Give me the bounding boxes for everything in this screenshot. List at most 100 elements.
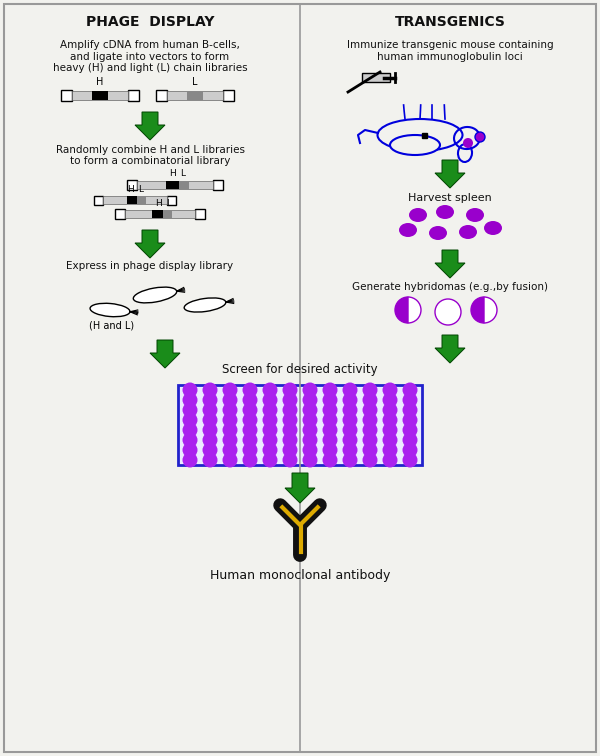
Circle shape bbox=[283, 402, 298, 417]
Circle shape bbox=[435, 299, 461, 325]
Text: TRANSGENICS: TRANSGENICS bbox=[395, 15, 505, 29]
Circle shape bbox=[383, 453, 398, 467]
Circle shape bbox=[203, 453, 218, 467]
Wedge shape bbox=[471, 297, 484, 323]
Bar bbox=[137, 196, 146, 204]
Circle shape bbox=[203, 383, 218, 398]
Bar bbox=[187, 91, 203, 100]
Ellipse shape bbox=[184, 298, 226, 312]
Circle shape bbox=[203, 392, 218, 407]
Circle shape bbox=[362, 423, 377, 438]
Bar bbox=[156, 89, 167, 101]
Bar bbox=[167, 91, 223, 100]
Circle shape bbox=[203, 423, 218, 438]
Text: L: L bbox=[192, 77, 198, 87]
Circle shape bbox=[343, 383, 358, 398]
Bar bbox=[179, 181, 189, 189]
Circle shape bbox=[182, 423, 197, 438]
Bar bbox=[92, 91, 108, 100]
Circle shape bbox=[223, 392, 238, 407]
Bar bbox=[127, 196, 143, 204]
Bar bbox=[128, 89, 139, 101]
Circle shape bbox=[343, 432, 358, 448]
Circle shape bbox=[383, 413, 398, 427]
Circle shape bbox=[263, 453, 277, 467]
Circle shape bbox=[223, 442, 238, 457]
Circle shape bbox=[383, 402, 398, 417]
Polygon shape bbox=[150, 340, 180, 368]
Circle shape bbox=[263, 383, 277, 398]
Bar bbox=[125, 210, 195, 218]
Circle shape bbox=[343, 423, 358, 438]
Ellipse shape bbox=[399, 223, 417, 237]
Circle shape bbox=[403, 423, 418, 438]
Text: H: H bbox=[169, 169, 175, 178]
Circle shape bbox=[323, 392, 337, 407]
Circle shape bbox=[263, 432, 277, 448]
Circle shape bbox=[242, 402, 257, 417]
Text: (H and L): (H and L) bbox=[89, 320, 134, 330]
Text: Express in phage display library: Express in phage display library bbox=[67, 261, 233, 271]
Circle shape bbox=[242, 413, 257, 427]
Circle shape bbox=[475, 132, 485, 142]
Bar bbox=[362, 73, 390, 82]
Polygon shape bbox=[435, 160, 465, 188]
Ellipse shape bbox=[133, 287, 176, 303]
Circle shape bbox=[323, 453, 337, 467]
Circle shape bbox=[283, 442, 298, 457]
Circle shape bbox=[362, 442, 377, 457]
Circle shape bbox=[343, 442, 358, 457]
Circle shape bbox=[182, 453, 197, 467]
Circle shape bbox=[263, 402, 277, 417]
Circle shape bbox=[362, 453, 377, 467]
Circle shape bbox=[182, 442, 197, 457]
Wedge shape bbox=[484, 297, 497, 323]
Circle shape bbox=[242, 392, 257, 407]
Text: L: L bbox=[181, 169, 185, 178]
Circle shape bbox=[323, 423, 337, 438]
Circle shape bbox=[283, 413, 298, 427]
Wedge shape bbox=[408, 297, 421, 323]
Circle shape bbox=[362, 402, 377, 417]
Circle shape bbox=[223, 432, 238, 448]
Text: Harvest spleen: Harvest spleen bbox=[408, 193, 492, 203]
Circle shape bbox=[343, 392, 358, 407]
Circle shape bbox=[383, 442, 398, 457]
Circle shape bbox=[223, 413, 238, 427]
Bar bbox=[163, 210, 172, 218]
Circle shape bbox=[182, 432, 197, 448]
Circle shape bbox=[403, 392, 418, 407]
Ellipse shape bbox=[429, 226, 447, 240]
Bar bbox=[137, 181, 213, 189]
Circle shape bbox=[403, 442, 418, 457]
Bar bbox=[166, 181, 184, 189]
Circle shape bbox=[182, 413, 197, 427]
Circle shape bbox=[343, 453, 358, 467]
Text: H: H bbox=[155, 199, 163, 207]
Circle shape bbox=[283, 453, 298, 467]
Ellipse shape bbox=[90, 303, 130, 317]
Circle shape bbox=[203, 413, 218, 427]
Circle shape bbox=[323, 383, 337, 398]
Circle shape bbox=[302, 383, 317, 398]
Bar bbox=[178, 385, 422, 465]
Ellipse shape bbox=[484, 221, 502, 235]
Ellipse shape bbox=[459, 225, 477, 239]
Circle shape bbox=[263, 423, 277, 438]
Text: H: H bbox=[128, 184, 134, 194]
Text: and ligate into vectors to form: and ligate into vectors to form bbox=[70, 52, 230, 62]
Text: Screen for desired activity: Screen for desired activity bbox=[222, 364, 378, 376]
Circle shape bbox=[263, 392, 277, 407]
Circle shape bbox=[223, 453, 238, 467]
Polygon shape bbox=[435, 250, 465, 278]
Circle shape bbox=[283, 383, 298, 398]
Bar bbox=[152, 210, 168, 218]
Bar bbox=[103, 196, 167, 204]
Circle shape bbox=[403, 432, 418, 448]
Circle shape bbox=[203, 442, 218, 457]
Wedge shape bbox=[395, 297, 408, 323]
Polygon shape bbox=[135, 230, 165, 258]
Circle shape bbox=[263, 413, 277, 427]
Circle shape bbox=[302, 423, 317, 438]
Text: PHAGE  DISPLAY: PHAGE DISPLAY bbox=[86, 15, 214, 29]
